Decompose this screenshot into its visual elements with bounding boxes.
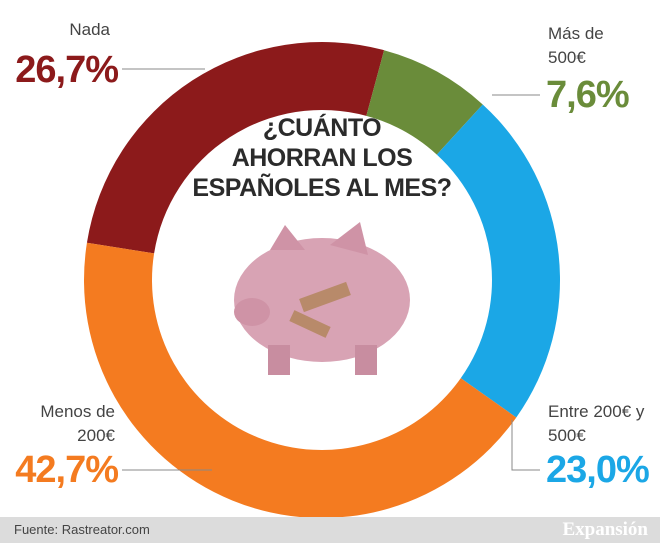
category-label: Menos de 200€ [40, 402, 115, 445]
leader-lines [122, 68, 540, 471]
value-label: 23,0% [546, 449, 650, 491]
donut-segment [366, 50, 483, 155]
donut-segment [83, 242, 517, 519]
brand: Expansión [562, 519, 648, 540]
category-label: Más de 500€ [548, 24, 604, 67]
piggy-bank-illustration [234, 222, 410, 375]
donut-segment [86, 42, 385, 254]
footer: Fuente: Rastreator.com Expansión [0, 517, 660, 543]
category-label: Entre 200€ y 500€ [548, 402, 645, 445]
category-label: Nada [69, 20, 110, 39]
donut-segment [436, 104, 560, 418]
donut [83, 42, 560, 519]
source: Fuente: Rastreator.com [14, 522, 150, 537]
value-label: 26,7% [15, 49, 119, 91]
value-label: 7,6% [546, 74, 630, 116]
chart-title: ESPAÑOLES AL MES? [192, 172, 451, 202]
chart-title: ¿CUÁNTO [263, 113, 381, 142]
value-label: 42,7% [15, 449, 119, 491]
chart-title: AHORRAN LOS [232, 144, 413, 172]
